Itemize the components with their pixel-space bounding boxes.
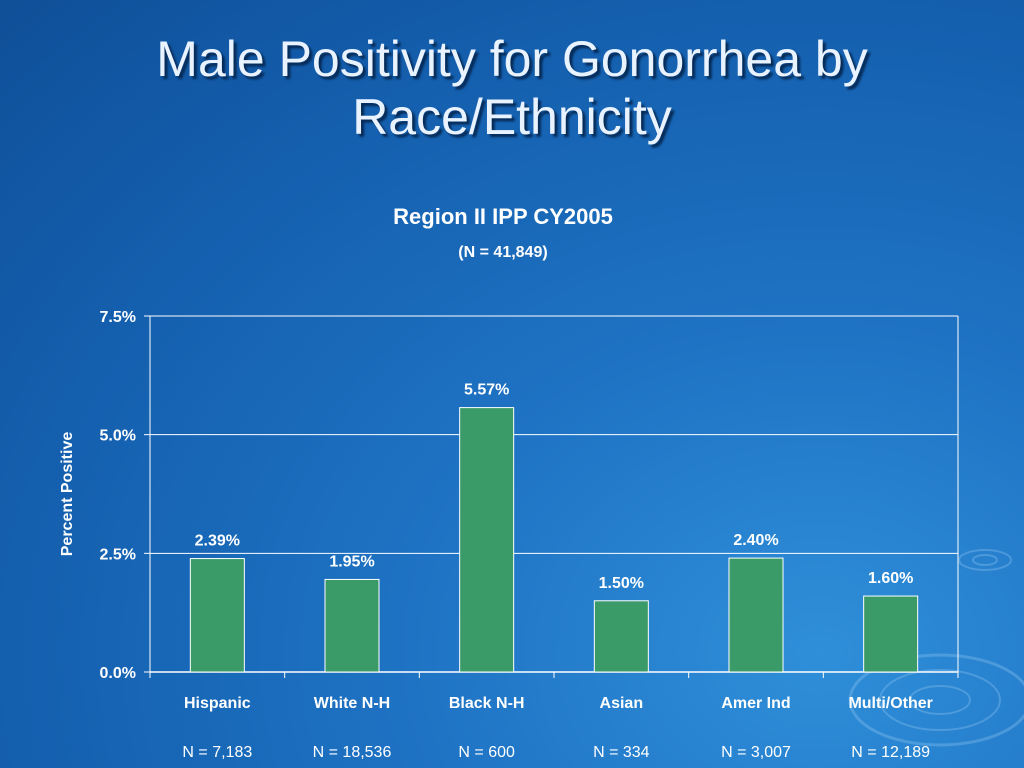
sample-size-label: N = 3,007 (721, 744, 791, 761)
slide-title-line-1: Male Positivity for Gonorrhea by (156, 31, 868, 87)
x-tick-label: Multi/Other (848, 695, 932, 712)
bar-asian (593, 600, 649, 673)
x-tick-label: Black N-H (449, 695, 525, 712)
bar-black-n-h (459, 407, 515, 673)
y-tick-label: 7.5% (100, 309, 136, 326)
data-label: 1.60% (868, 570, 913, 587)
sample-size-label: N = 7,183 (182, 744, 252, 761)
x-tick-label: White N-H (314, 695, 390, 712)
bar-multi-other (863, 595, 919, 673)
data-label: 2.40% (733, 532, 778, 549)
y-tick-label: 2.5% (100, 546, 136, 563)
data-label: 2.39% (195, 533, 240, 550)
data-label: 1.50% (599, 575, 644, 592)
sample-size-label: N = 18,536 (313, 744, 392, 761)
chart-title: Region II IPP CY2005 (393, 204, 613, 229)
bar-white-n-h (324, 578, 380, 673)
chart-subtitle: (N = 41,849) (458, 244, 548, 261)
x-tick-label: Hispanic (184, 695, 251, 712)
y-tick-label: 0.0% (100, 665, 136, 682)
bar-amer-ind (728, 557, 784, 673)
slide-title-line-2: Race/Ethnicity (352, 89, 672, 145)
sample-size-label: N = 600 (458, 744, 515, 761)
sample-size-label: N = 12,189 (851, 744, 930, 761)
data-label: 1.95% (329, 553, 374, 570)
bar-hispanic (189, 558, 245, 673)
y-axis-label: Percent Positive (59, 432, 76, 557)
sample-size-label: N = 334 (593, 744, 650, 761)
x-tick-label: Amer Ind (721, 695, 790, 712)
slide-title: Male Positivity for Gonorrhea by Race/Et… (0, 30, 1024, 146)
x-tick-label: Asian (600, 695, 644, 712)
data-label: 5.57% (464, 382, 509, 399)
y-tick-label: 5.0% (100, 428, 136, 445)
